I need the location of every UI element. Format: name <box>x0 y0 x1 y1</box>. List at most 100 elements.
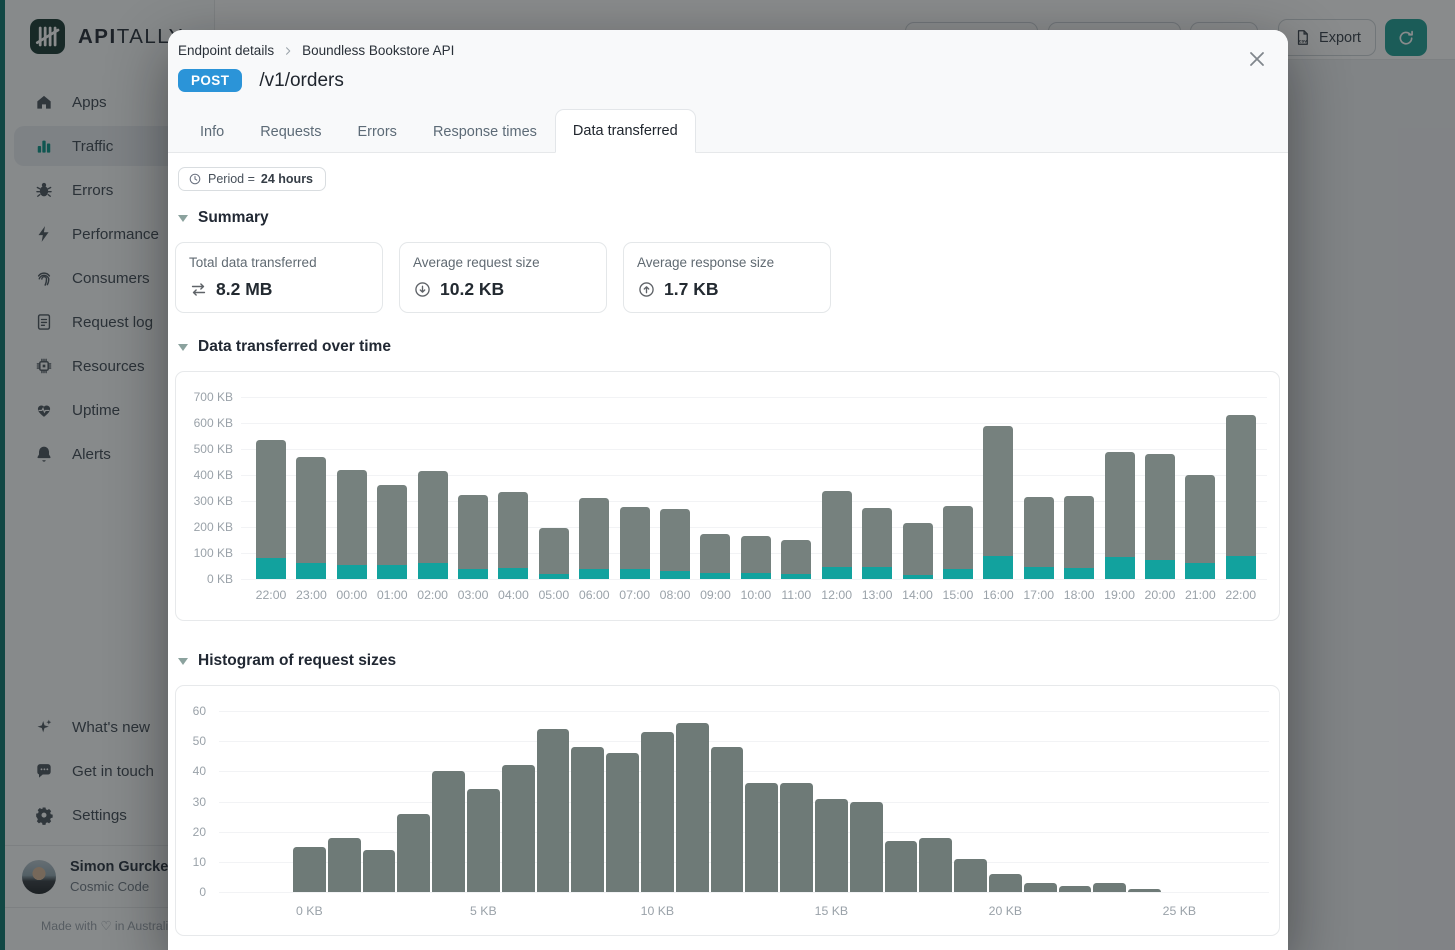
gridline <box>241 423 1267 424</box>
gridline <box>241 579 1267 580</box>
gridline <box>219 801 1269 803</box>
stacked-bar: 09:00 <box>700 397 731 602</box>
tab-requests[interactable]: Requests <box>242 109 339 153</box>
histogram-bin <box>675 711 710 892</box>
arrow-down-circle-icon <box>413 280 432 299</box>
stacked-bar: 23:00 <box>296 397 327 602</box>
stacked-bar: 21:00 <box>1185 397 1216 602</box>
x-axis-label: 20 KB <box>988 904 1023 918</box>
summary-section-header[interactable]: Summary <box>178 209 269 227</box>
histogram-bin <box>1127 711 1162 892</box>
breadcrumb-item: Endpoint details <box>178 43 275 58</box>
stacked-bar: 02:00 <box>417 397 448 602</box>
x-axis-label: 0 KB <box>296 904 323 918</box>
gridline <box>219 771 1269 773</box>
x-axis-label: 18:00 <box>1063 588 1095 602</box>
x-axis-label: 22:00 <box>1225 588 1257 602</box>
stacked-bar: 03:00 <box>458 397 488 602</box>
card-value: 8.2 MB <box>216 279 273 299</box>
chip-prefix: Period = <box>208 172 255 186</box>
clock-icon <box>188 172 202 186</box>
period-filter-chip[interactable]: Period = 24 hours <box>178 167 327 191</box>
histogram-bin <box>779 711 814 892</box>
histogram-bin <box>1058 711 1093 892</box>
tab-response-times[interactable]: Response times <box>415 109 555 153</box>
stacked-bar: 16:00 <box>983 397 1014 602</box>
stacked-bar: 06:00 <box>579 397 610 602</box>
endpoint-details-modal: Endpoint details Boundless Bookstore API… <box>168 30 1288 950</box>
x-axis-label: 11:00 <box>781 588 812 602</box>
histogram-bin <box>327 711 362 892</box>
endpoint-title-row: POST /v1/orders <box>178 69 344 92</box>
histogram-bin <box>605 711 640 892</box>
stacked-bar: 22:00 <box>256 397 286 602</box>
y-axis-label: 300 KB <box>193 494 233 508</box>
x-axis-label: 22:00 <box>255 588 287 602</box>
x-axis-label: 14:00 <box>902 588 933 602</box>
data-transferred-chart: 0 KB 100 KB 200 KB 300 KB 400 KB 500 KB 600 KB… <box>175 371 1280 621</box>
chip-value: 24 hours <box>260 172 314 186</box>
y-axis-label: 50 <box>192 734 206 749</box>
y-axis-label: 40 <box>192 764 206 779</box>
breadcrumb: Endpoint details Boundless Bookstore API <box>178 43 454 58</box>
x-axis-label: 07:00 <box>619 588 651 602</box>
close-icon <box>1245 52 1269 74</box>
x-axis-label: 15:00 <box>942 588 974 602</box>
close-button[interactable] <box>1242 44 1272 74</box>
endpoint-path: /v1/orders <box>259 69 344 91</box>
histogram-bin <box>849 711 884 892</box>
x-axis-label: 03:00 <box>457 588 489 602</box>
stacked-bar: 19:00 <box>1104 397 1135 602</box>
x-axis-label: 13:00 <box>861 588 893 602</box>
x-axis-label: 08:00 <box>659 588 691 602</box>
x-axis-label: 20:00 <box>1144 588 1176 602</box>
x-axis-label: 15 KB <box>814 904 849 918</box>
card-value: 1.7 KB <box>664 279 719 299</box>
gridline <box>219 711 1269 712</box>
bar-group: 22:00 23:00 00:00 01:00 02:00 03:00 04:00 05:00… <box>256 397 1256 602</box>
bar-group: 0 KB 5 KB 10 KB 15 KB 20 KB 25 KB <box>292 711 1196 918</box>
gridline <box>241 475 1267 476</box>
tab-info[interactable]: Info <box>182 109 242 153</box>
card-label: Average response size <box>637 255 775 270</box>
histogram-bin <box>1092 711 1127 892</box>
tab-data-transferred[interactable]: Data transferred <box>554 109 696 153</box>
tab-errors[interactable]: Errors <box>339 109 414 153</box>
gridline <box>241 527 1267 528</box>
gridline <box>219 831 1269 833</box>
x-axis-label: 10:00 <box>740 588 772 602</box>
arrow-up-circle-icon <box>637 280 656 299</box>
card-label: Average request size <box>413 255 540 270</box>
x-axis-label: 05:00 <box>538 588 570 602</box>
x-axis-label: 02:00 <box>417 588 449 602</box>
y-axis-label: 0 <box>199 885 206 899</box>
y-axis-label: 700 KB <box>193 390 233 404</box>
histogram-bin <box>431 711 466 892</box>
x-axis-label: 04:00 <box>498 588 529 602</box>
x-axis-label: 10 KB <box>640 904 675 918</box>
x-axis-label: 21:00 <box>1184 588 1216 602</box>
stacked-bar: 08:00 <box>660 397 690 602</box>
card-label: Total data transferred <box>189 255 317 270</box>
histogram-bin <box>953 711 988 892</box>
section-title: Summary <box>198 209 269 226</box>
request-size-histogram: 0 10 20 30 40 50 60 0 KB 5 KB 10 KB 15 KB 20 KB 25 K… <box>175 685 1280 936</box>
over-time-section-header[interactable]: Data transferred over time <box>178 338 391 356</box>
stacked-bar: 12:00 <box>821 397 852 602</box>
y-axis-label: 400 KB <box>193 468 233 482</box>
collapse-triangle-icon <box>178 214 188 222</box>
modal-header: Endpoint details Boundless Bookstore API… <box>168 30 1288 153</box>
histogram-bin <box>744 711 779 892</box>
y-axis-label: 30 <box>192 794 206 809</box>
y-axis-label: 100 KB <box>193 546 233 560</box>
gridline <box>241 397 1267 398</box>
stacked-bar: 14:00 <box>902 397 933 602</box>
x-axis-label: 09:00 <box>700 588 731 602</box>
summary-card-average-response-size: Average response size 1.7 KB <box>623 242 831 313</box>
collapse-triangle-icon <box>178 657 188 665</box>
histogram-bin <box>570 711 605 892</box>
gridline <box>219 861 1269 863</box>
y-axis-label: 10 <box>192 854 206 869</box>
histogram-section-header[interactable]: Histogram of request sizes <box>178 652 396 670</box>
